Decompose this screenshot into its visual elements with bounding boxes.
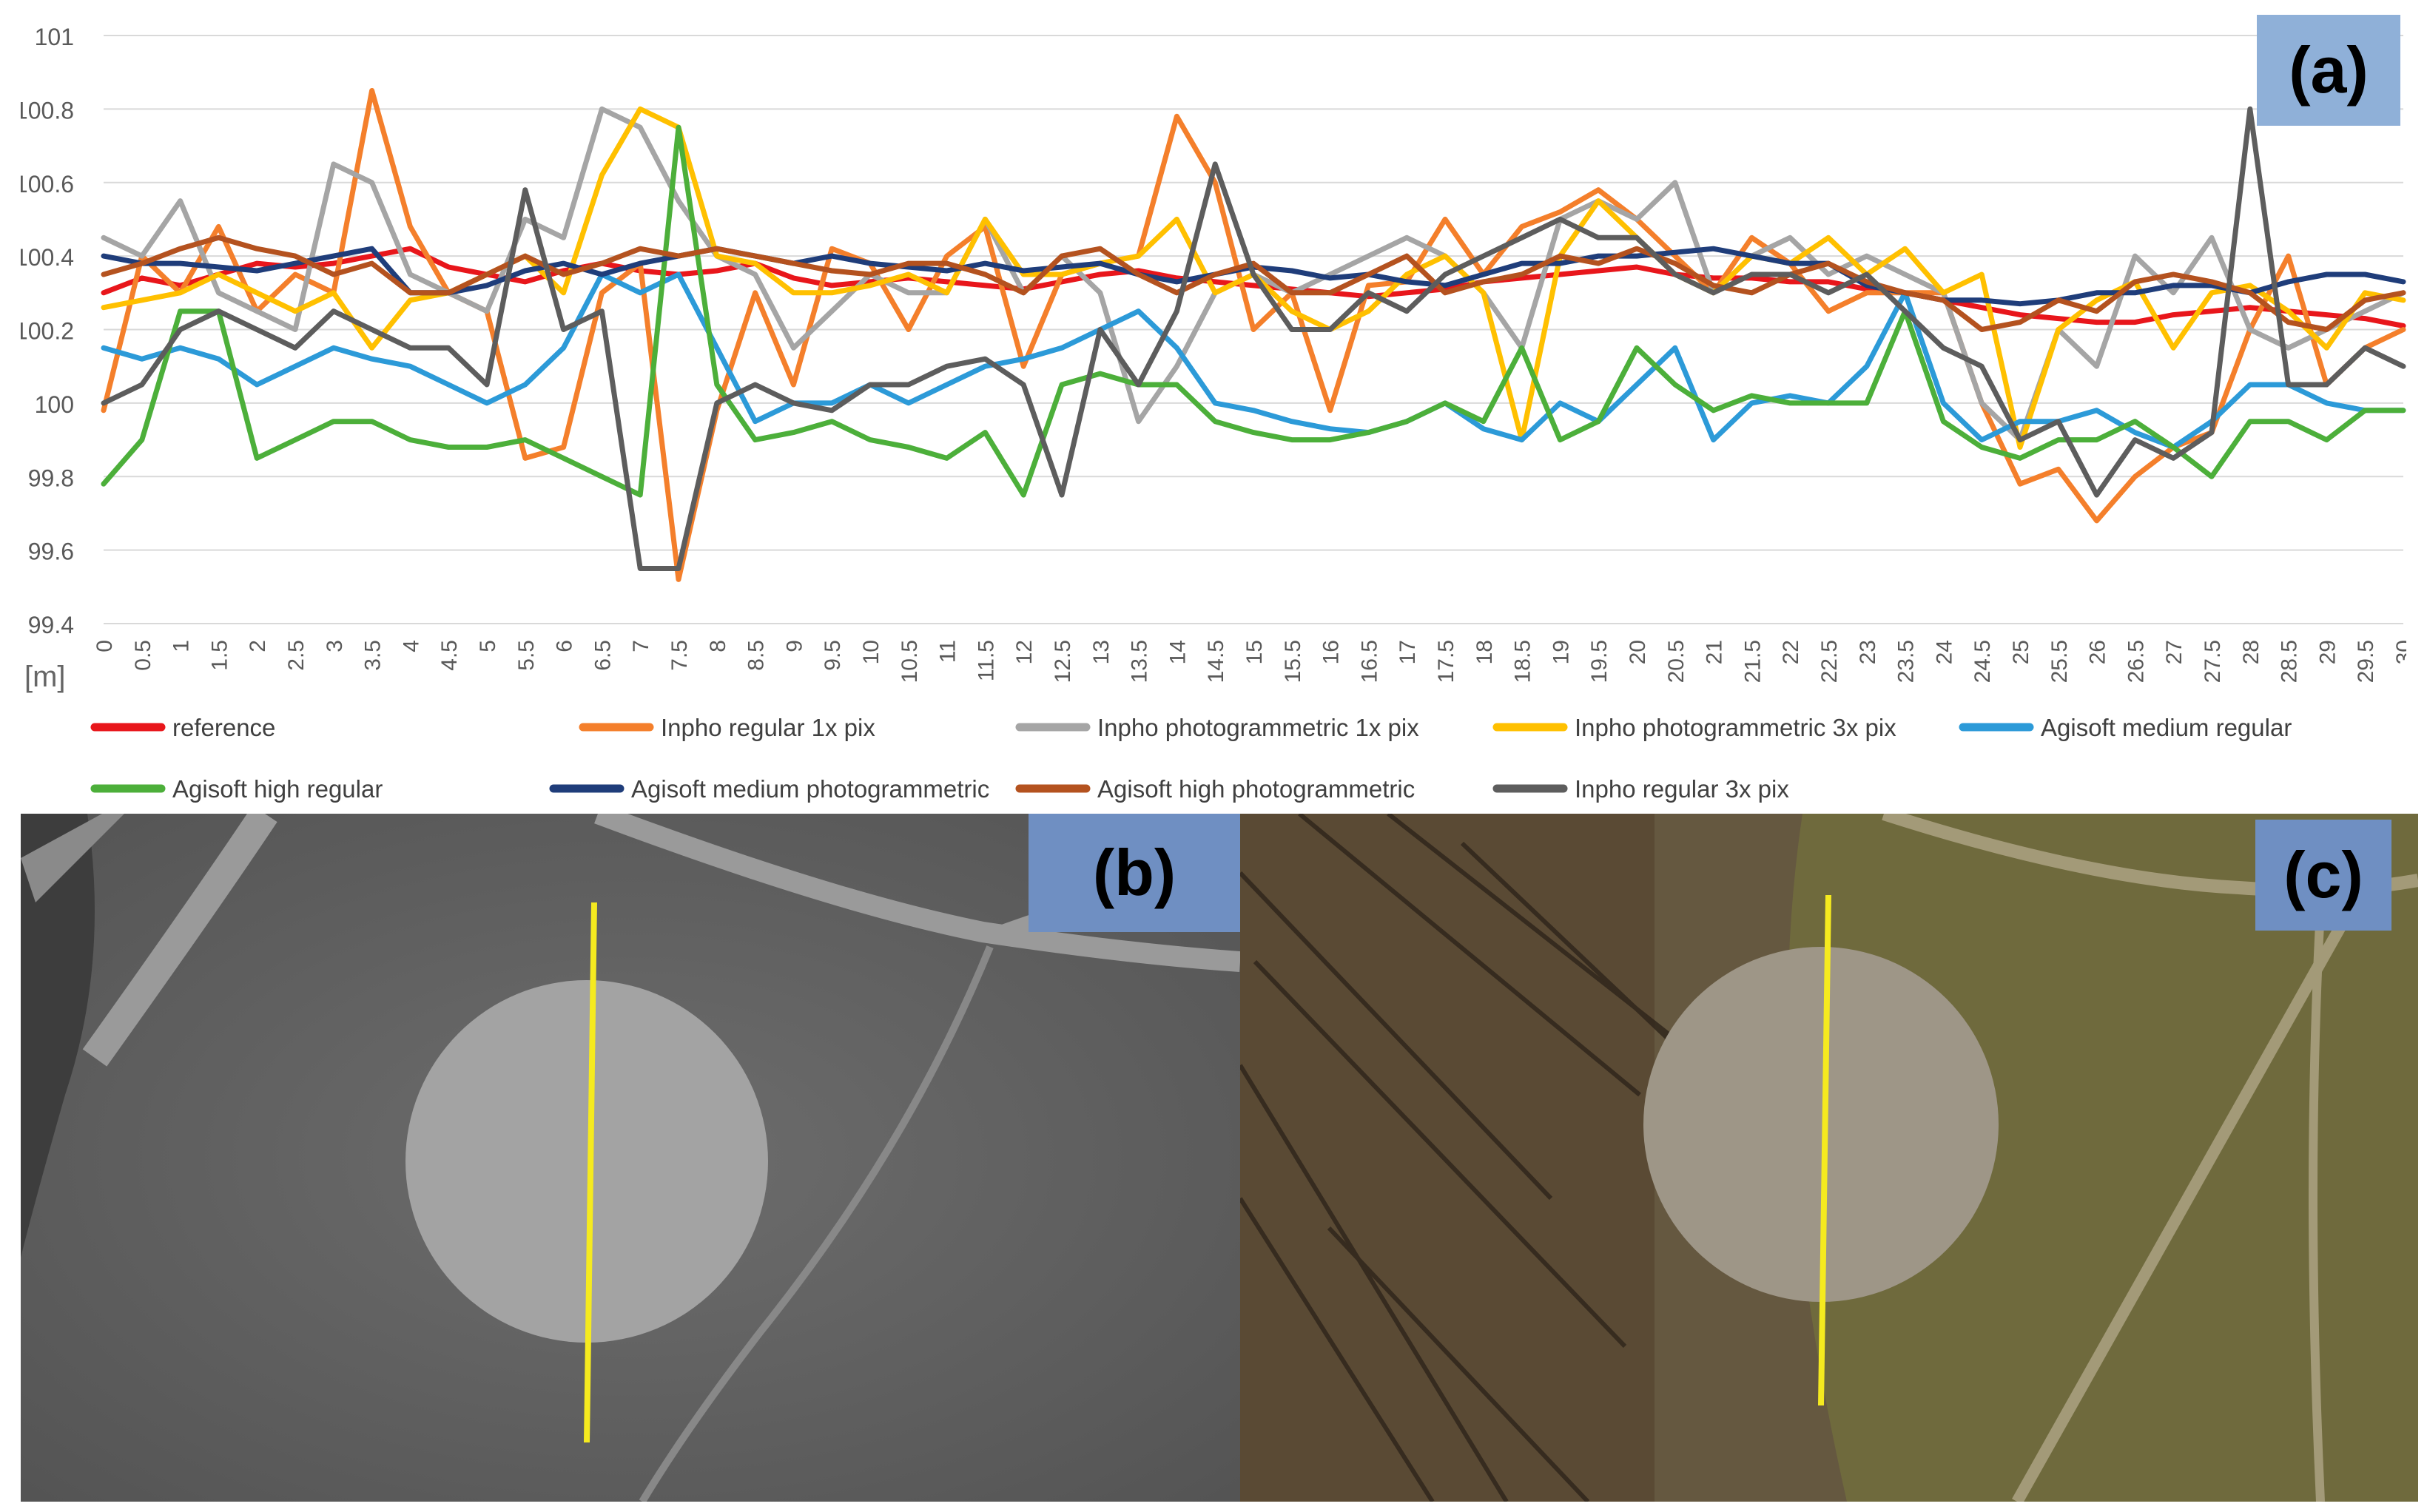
- x-tick-label: 6: [553, 640, 577, 652]
- x-tick-label: 15.5: [1281, 640, 1305, 683]
- x-tick-label: 23.5: [1894, 640, 1919, 683]
- x-tick-label: 13.5: [1128, 640, 1152, 683]
- x-tick-label: 17.5: [1434, 640, 1458, 683]
- series-lines: [101, 88, 2406, 582]
- x-tick-label: 22.5: [1817, 640, 1842, 683]
- x-tick-label: 2.5: [284, 640, 309, 671]
- y-tick-label: 99.8: [28, 465, 74, 491]
- x-tick-label: 11.5: [974, 640, 998, 681]
- y-tick-label: 100.6: [21, 171, 74, 198]
- x-tick-label: 30: [2392, 640, 2406, 664]
- x-tick-label: 1: [169, 640, 194, 652]
- panel-label-a: (a): [2257, 15, 2400, 126]
- x-tick-label: 12.5: [1051, 640, 1075, 683]
- x-tick-label: 20: [1626, 640, 1650, 664]
- x-tick-label: 27: [2162, 640, 2187, 664]
- legend-entry: Inpho regular 3x pix: [1575, 775, 1789, 803]
- x-tick-label: 21: [1703, 640, 1727, 664]
- legend: reference Inpho regular 1x pix Inpho photo…: [90, 714, 2292, 803]
- y-tick-label: 99.4: [28, 612, 74, 638]
- y-tick-label: 100.2: [21, 318, 74, 345]
- x-tick-label: 3.5: [361, 640, 386, 671]
- legend-entry: Agisoft high photogrammetric: [1097, 775, 1415, 803]
- x-tick-label: 7: [629, 640, 653, 652]
- x-tick-label: 24.5: [1970, 640, 1995, 683]
- x-tick-label: 28: [2239, 640, 2263, 664]
- x-tick-label: 17: [1396, 640, 1420, 664]
- y-tick-label: 101: [35, 24, 74, 50]
- x-tick-label: 13: [1089, 640, 1114, 664]
- x-tick-label: 5: [476, 640, 500, 652]
- x-tick-label: 20.5: [1664, 640, 1689, 683]
- panel-label-c: (c): [2255, 820, 2391, 931]
- y-axis-ticks: 99.4 99.6 99.8 100 100.2 100.4 100.6 100.8 101: [21, 24, 74, 638]
- x-tick-label: 21.5: [1740, 640, 1765, 683]
- x-tick-label: 5.5: [514, 640, 539, 671]
- x-tick-label: 22: [1779, 640, 1803, 664]
- x-tick-label: 18: [1472, 640, 1497, 664]
- aerial-photo-color: (c): [1240, 814, 2418, 1502]
- x-tick-label: 9: [782, 640, 807, 652]
- x-tick-label: 10.5: [898, 640, 922, 683]
- x-tick-label: 19: [1549, 640, 1573, 664]
- legend-entry: Agisoft medium regular: [2041, 714, 2292, 741]
- aerial-photo-grayscale: (b): [21, 814, 1240, 1502]
- x-tick-label: 3: [323, 640, 347, 652]
- x-tick-label: 14: [1165, 640, 1190, 664]
- x-tick-label: 26.5: [2124, 640, 2148, 683]
- series-line: [101, 124, 2406, 498]
- legend-entry: Agisoft medium photogrammetric: [631, 775, 989, 803]
- x-tick-label: 8: [706, 640, 730, 652]
- y-tick-label: 100.8: [21, 97, 74, 124]
- legend-entry: Agisoft high regular: [172, 775, 383, 803]
- x-tick-label: 6.5: [590, 640, 615, 671]
- x-tick-label: 29: [2315, 640, 2340, 664]
- x-tick-label: 12: [1012, 640, 1037, 664]
- x-tick-label: 1.5: [207, 640, 232, 671]
- x-tick-label: 24: [1932, 640, 1956, 664]
- series-line: [101, 234, 2406, 332]
- x-tick-label: 15: [1242, 640, 1267, 664]
- x-tick-label: 29.5: [2354, 640, 2378, 683]
- x-tick-label: 9.5: [821, 640, 845, 671]
- x-tick-label: 18.5: [1511, 640, 1535, 683]
- chart-panel: 99.4 99.6 99.8 100 100.2 100.4 100.6 100.8 101 0…: [21, 6, 2406, 809]
- x-tick-label: 8.5: [744, 640, 769, 671]
- x-tick-label: 4: [399, 640, 423, 652]
- x-tick-label: 16.5: [1357, 640, 1381, 683]
- x-tick-label: 11: [936, 640, 960, 663]
- y-tick-label: 100: [35, 391, 74, 418]
- x-tick-label: 4.5: [437, 640, 462, 671]
- x-tick-label: 14.5: [1204, 640, 1228, 683]
- legend-entry: Inpho regular 1x pix: [661, 714, 875, 741]
- x-tick-label: 16: [1319, 640, 1344, 664]
- x-axis-label: [m]: [24, 661, 66, 693]
- legend-entry: reference: [172, 714, 275, 741]
- x-tick-label: 19.5: [1587, 640, 1612, 683]
- x-tick-label: 26: [2086, 640, 2110, 664]
- x-tick-label: 10: [859, 640, 883, 664]
- x-axis-ticks: 0 0.5 1 1.5 2 2.5 3 3.5 4 4.5 5 5.5 6 6.5 7 7.5 8 8.5 9 9.5…: [92, 640, 2406, 683]
- y-tick-label: 100.4: [21, 244, 74, 271]
- x-tick-label: 25: [2009, 640, 2033, 664]
- series-line: [101, 271, 2406, 450]
- x-tick-label: 2: [246, 640, 270, 652]
- x-tick-label: 0: [92, 640, 117, 652]
- legend-entry: Inpho photogrammetric 3x pix: [1575, 714, 1896, 741]
- x-tick-label: 7.5: [667, 640, 692, 671]
- legend-entry: Inpho photogrammetric 1x pix: [1097, 714, 1419, 741]
- x-tick-label: 0.5: [131, 640, 155, 671]
- series-line: [101, 246, 2406, 328]
- x-tick-label: 23: [1856, 640, 1880, 664]
- panel-label-b: (b): [1029, 814, 1240, 932]
- x-tick-label: 25.5: [2047, 640, 2072, 683]
- y-tick-label: 99.6: [28, 539, 74, 565]
- series-line: [101, 106, 2406, 571]
- x-tick-label: 28.5: [2278, 640, 2302, 683]
- x-tick-label: 27.5: [2201, 640, 2225, 683]
